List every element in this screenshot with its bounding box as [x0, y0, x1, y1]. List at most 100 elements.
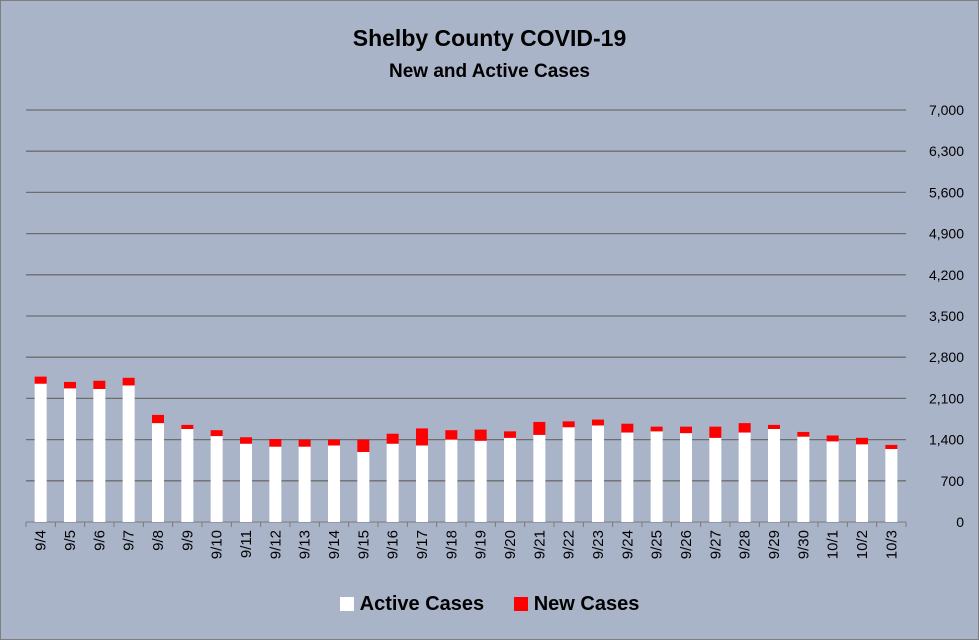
- legend-swatch-active-cases: [339, 597, 354, 611]
- bar-new-cases: [738, 423, 751, 433]
- bar-active-cases: [856, 444, 868, 522]
- bar-new-cases: [856, 437, 868, 445]
- x-tick-label: 9/19: [473, 530, 490, 559]
- x-tick-label: 9/9: [179, 530, 196, 551]
- bar-active-cases: [680, 433, 692, 522]
- bar-new-cases: [357, 439, 370, 452]
- bar-new-cases: [797, 431, 810, 437]
- bar-new-cases: [416, 428, 428, 446]
- y-tick-label: 1,400: [929, 432, 964, 448]
- bar-new-cases: [533, 421, 546, 435]
- x-tick-label: 9/11: [238, 530, 255, 558]
- bar-new-cases: [34, 376, 47, 384]
- legend-item-new-cases: New Cases: [513, 593, 640, 616]
- x-tick-label: 9/10: [209, 530, 226, 559]
- bar-active-cases: [592, 425, 604, 522]
- y-tick-label: 5,600: [929, 184, 964, 200]
- x-tick-label: 9/16: [385, 530, 402, 559]
- bar-new-cases: [474, 429, 487, 441]
- bar-new-cases: [621, 423, 634, 433]
- bar-active-cases: [738, 432, 751, 522]
- y-tick-label: 7,000: [929, 102, 964, 118]
- bar-new-cases: [328, 439, 340, 446]
- legend-item-active-cases: Active Cases: [339, 593, 484, 616]
- y-tick-label: 6,300: [929, 143, 964, 159]
- bar-active-cases: [474, 440, 487, 522]
- x-tick-label: 9/21: [531, 530, 548, 559]
- bar-new-cases: [768, 424, 780, 430]
- bar-new-cases: [504, 431, 516, 438]
- x-tick-label: 10/1: [825, 530, 842, 559]
- bar-new-cases: [386, 433, 399, 444]
- x-tick-label: 9/8: [150, 530, 167, 551]
- bar-active-cases: [650, 431, 663, 522]
- legend: Active Cases New Cases: [1, 593, 978, 616]
- bar-new-cases: [210, 430, 223, 437]
- bar-active-cases: [504, 437, 516, 522]
- bar-active-cases: [269, 446, 282, 522]
- bar-active-cases: [152, 423, 164, 522]
- x-tick-label: 9/4: [33, 530, 50, 551]
- x-tick-label: 9/25: [649, 530, 666, 559]
- bar-active-cases: [885, 449, 898, 522]
- x-tick-label: 9/20: [502, 530, 519, 559]
- x-tick-label: 9/23: [590, 530, 607, 559]
- x-tick-label: 9/26: [678, 530, 695, 559]
- x-tick-label: 9/24: [619, 530, 636, 559]
- bar-active-cases: [240, 443, 252, 522]
- bar-active-cases: [386, 443, 399, 522]
- plot-area: 0 700 1,400 2,100 2,800 3,500 4,200 4,900 5,600 6…: [25, 102, 964, 559]
- bar-new-cases: [562, 421, 575, 428]
- bar-active-cases: [181, 429, 194, 522]
- bar-active-cases: [210, 436, 223, 522]
- chart-title: Shelby County COVID-19: [352, 25, 627, 51]
- x-tick-label: 9/30: [795, 530, 812, 559]
- bar-new-cases: [885, 444, 898, 450]
- legend-swatch-new-cases: [513, 597, 528, 611]
- bar-new-cases: [709, 426, 722, 438]
- bar-active-cases: [416, 445, 428, 522]
- bar-active-cases: [562, 427, 575, 522]
- x-tick-label: 9/28: [737, 530, 754, 559]
- bar-new-cases: [152, 414, 164, 424]
- x-tick-label: 9/7: [121, 530, 138, 551]
- y-tick-label: 2,800: [929, 349, 964, 365]
- x-tick-label: 9/14: [326, 530, 343, 559]
- bar-new-cases: [826, 435, 839, 442]
- y-tick-label: 3,500: [929, 308, 964, 324]
- bar-new-cases: [445, 430, 458, 440]
- legend-label-new-cases: New Cases: [533, 593, 640, 615]
- bar-new-cases: [93, 380, 106, 389]
- bar-active-cases: [768, 429, 780, 522]
- bar-new-cases: [122, 377, 135, 386]
- bar-active-cases: [328, 445, 340, 522]
- x-tick-label: 9/22: [561, 530, 578, 559]
- bar-new-cases: [592, 419, 604, 426]
- bar-active-cases: [445, 439, 458, 522]
- bar-active-cases: [298, 446, 311, 522]
- y-tick-label: 4,900: [929, 226, 964, 242]
- y-tick-label: 4,200: [929, 267, 964, 283]
- bar-new-cases: [298, 439, 311, 447]
- x-tick-label: 9/18: [443, 530, 460, 559]
- x-tick-label: 9/13: [297, 530, 314, 559]
- chart-subtitle: New and Active Cases: [389, 61, 590, 82]
- bar-active-cases: [64, 388, 76, 522]
- bar-active-cases: [826, 441, 839, 522]
- bar-active-cases: [93, 388, 106, 522]
- x-tick-label: 9/12: [267, 530, 284, 559]
- bar-active-cases: [533, 434, 546, 522]
- bar-active-cases: [357, 451, 370, 522]
- x-tick-label: 9/6: [91, 530, 108, 551]
- bar-new-cases: [269, 439, 282, 447]
- bar-new-cases: [64, 381, 76, 389]
- bar-new-cases: [181, 424, 194, 430]
- x-tick-label: 10/2: [854, 530, 871, 559]
- bar-active-cases: [797, 436, 810, 522]
- y-tick-label: 0: [956, 514, 964, 530]
- x-tick-label: 9/29: [766, 530, 783, 559]
- bar-active-cases: [621, 432, 634, 522]
- x-tick-label: 9/15: [355, 530, 372, 559]
- bar-active-cases: [709, 437, 722, 522]
